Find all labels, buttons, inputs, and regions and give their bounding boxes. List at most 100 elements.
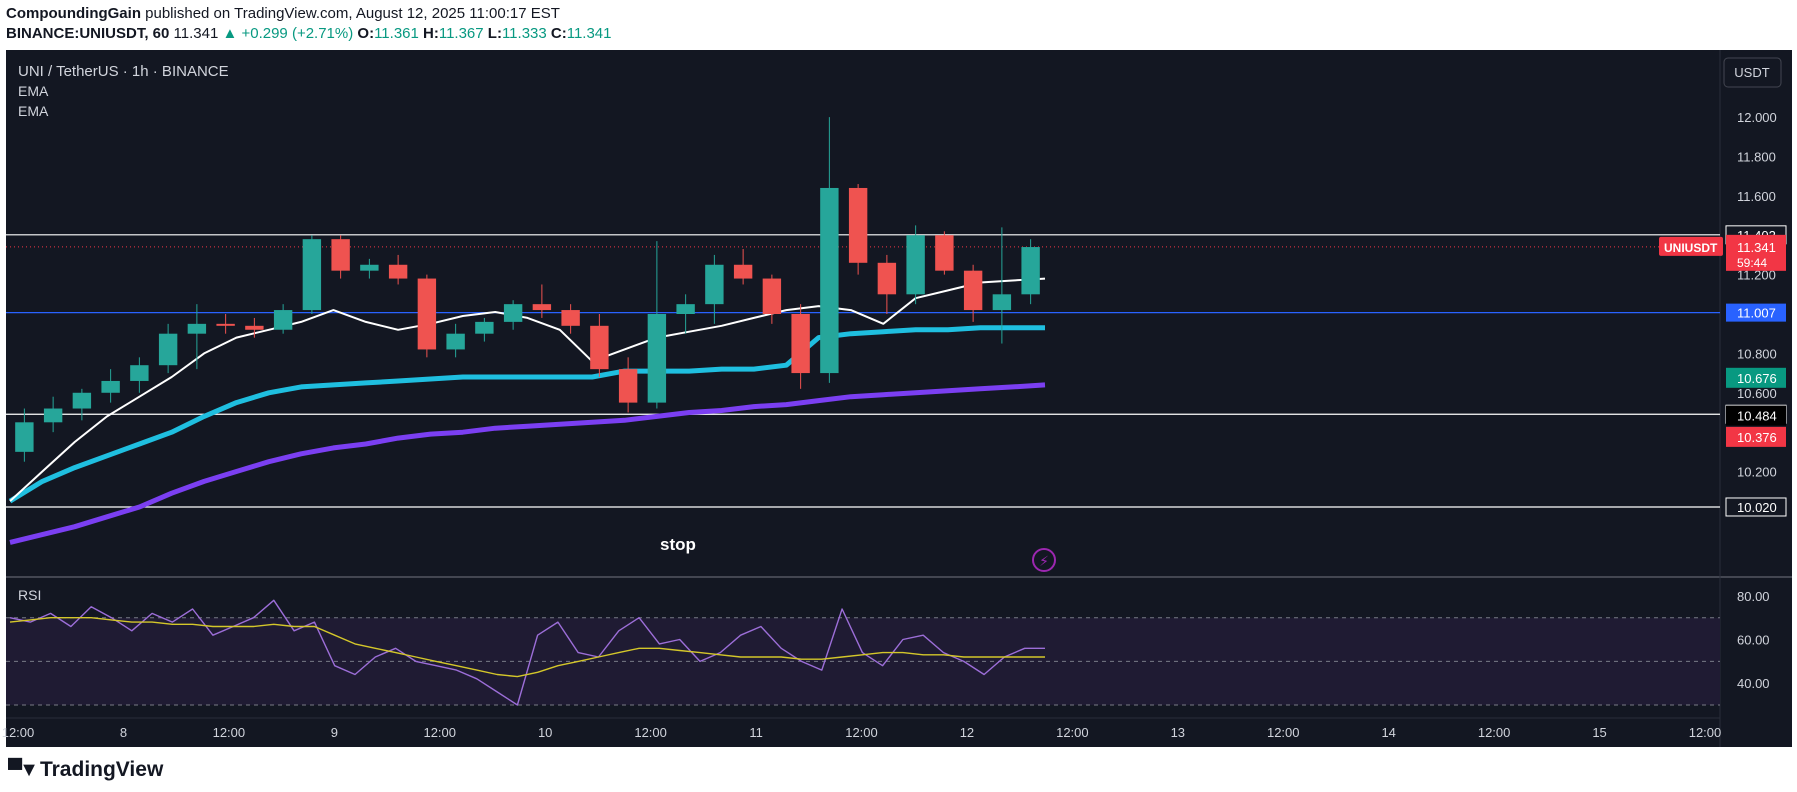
open-value: 11.361: [374, 25, 419, 42]
candle-body[interactable]: [791, 314, 810, 374]
last-price-tag-value: 11.341: [1737, 240, 1776, 255]
publish-info: published on TradingView.com, August 12,…: [145, 5, 560, 22]
countdown-label: 59:44: [1737, 256, 1767, 270]
rsi-legend[interactable]: RSI: [18, 587, 41, 603]
price-tick-label: 11.600: [1737, 189, 1776, 204]
time-tick-label: 12:00: [634, 725, 667, 740]
ema-legend-1[interactable]: EMA: [18, 83, 49, 99]
candle-body[interactable]: [388, 264, 408, 279]
candle-body[interactable]: [101, 380, 120, 393]
price-tag: [1726, 405, 1786, 426]
candle-body[interactable]: [273, 310, 293, 330]
symbol-tag: [1659, 236, 1723, 256]
candle-body[interactable]: [820, 187, 839, 374]
low-label: L:: [487, 25, 502, 42]
lightning-glyph: ⚡: [1039, 554, 1049, 570]
ema-legend-2[interactable]: EMA: [18, 103, 49, 119]
rsi-tick-label: 80.00: [1737, 589, 1770, 604]
open-label: O:: [357, 25, 375, 42]
symbol-interval: BINANCE:UNIUSDT, 60: [6, 25, 170, 42]
ema-slow-line: [9, 382, 1046, 545]
candle-body[interactable]: [963, 270, 983, 311]
rsi-pane: [6, 599, 1720, 706]
time-tick-label: 12:00: [2, 725, 35, 740]
price-tick-label: 11.800: [1737, 149, 1776, 164]
candle-body[interactable]: [360, 264, 379, 271]
tradingview-icon: ▀▼: [8, 758, 39, 781]
price-tick-label: 10.600: [1737, 386, 1777, 401]
candle-body[interactable]: [935, 235, 954, 271]
close-label: C:: [550, 25, 567, 42]
candle-body[interactable]: [130, 365, 149, 381]
candle-body[interactable]: [877, 262, 897, 295]
candle-body[interactable]: [705, 264, 724, 305]
time-tick-label: 12:00: [213, 725, 246, 740]
rsi-tick-label: 60.00: [1737, 633, 1770, 648]
time-tick-label: 12:00: [1689, 725, 1722, 740]
candle-body[interactable]: [245, 325, 264, 330]
candle-body[interactable]: [158, 333, 178, 366]
candle-body[interactable]: [331, 239, 350, 271]
price-tick-label: 10.200: [1737, 465, 1777, 480]
candle-body[interactable]: [590, 325, 609, 370]
ema-mid-line: [8, 325, 1045, 504]
time-tick-label: 8: [120, 725, 127, 740]
level-tag-label: 10.020: [1737, 500, 1777, 515]
lightning-icon[interactable]: [1032, 548, 1056, 572]
candle-body[interactable]: [992, 294, 1012, 311]
tradingview-logo[interactable]: ▀▼ TradingView: [8, 758, 163, 782]
symbol-tag-label: UNIUSDT: [1664, 241, 1718, 255]
time-tick-label: 12:00: [845, 725, 878, 740]
publish-line: CompoundingGain published on TradingView…: [6, 4, 611, 24]
time-tick-label: 14: [1381, 725, 1395, 740]
candle-body[interactable]: [302, 239, 322, 311]
candle-body[interactable]: [475, 321, 494, 334]
stop-annotation: stop: [660, 535, 696, 554]
candle-body[interactable]: [561, 310, 580, 326]
price-tag: [1726, 367, 1786, 388]
candle-body[interactable]: [187, 323, 207, 334]
time-tick-label: 12:00: [1478, 725, 1511, 740]
candle-body[interactable]: [1021, 247, 1040, 295]
rsi-tick-label: 40.00: [1737, 676, 1770, 691]
chart-header: CompoundingGain published on TradingView…: [6, 4, 611, 44]
candle-body[interactable]: [906, 235, 925, 295]
level-tag: [1725, 497, 1787, 517]
candle-body[interactable]: [676, 304, 695, 314]
price-tag-label: 10.484: [1737, 409, 1777, 424]
ema-fast-line: [9, 277, 1046, 502]
time-tick-label: 12:00: [1267, 725, 1300, 740]
time-tick-label: 12:00: [1056, 725, 1089, 740]
candle-body[interactable]: [848, 187, 868, 263]
time-tick-label: 15: [1592, 725, 1606, 740]
candle-body[interactable]: [43, 408, 63, 423]
candle-body[interactable]: [503, 304, 523, 322]
candle-body[interactable]: [647, 314, 667, 403]
candle-body[interactable]: [532, 304, 552, 311]
candle-body[interactable]: [216, 323, 235, 326]
candle-body[interactable]: [733, 264, 753, 279]
main-pane: [6, 117, 1720, 545]
level-tag: [1726, 303, 1786, 322]
level-tag-label: 11.007: [1737, 306, 1776, 321]
author-name[interactable]: CompoundingGain: [6, 5, 141, 22]
currency-button[interactable]: [1723, 57, 1782, 88]
time-tick-label: 12: [960, 725, 974, 740]
time-tick-label: 10: [538, 725, 552, 740]
candle-body[interactable]: [618, 369, 638, 403]
candle-body[interactable]: [417, 278, 437, 350]
candle-body[interactable]: [72, 392, 92, 409]
close-value: 11.341: [566, 25, 612, 42]
price-tag-label: 10.676: [1737, 371, 1777, 386]
high-value: 11.367: [438, 25, 484, 42]
price-tick-label: 12.000: [1737, 110, 1777, 125]
time-tick-label: 11: [749, 725, 763, 740]
candle-body[interactable]: [762, 278, 782, 314]
candle-body[interactable]: [15, 422, 34, 452]
candle-body[interactable]: [446, 333, 465, 350]
rsi-line: [9, 599, 1045, 706]
brand-name: TradingView: [39, 758, 164, 781]
axes: 12.000 11.800 11.600 11.200 10.800 10.600 10.2…: [2, 110, 1787, 740]
price-tick-label: 10.800: [1737, 346, 1777, 361]
